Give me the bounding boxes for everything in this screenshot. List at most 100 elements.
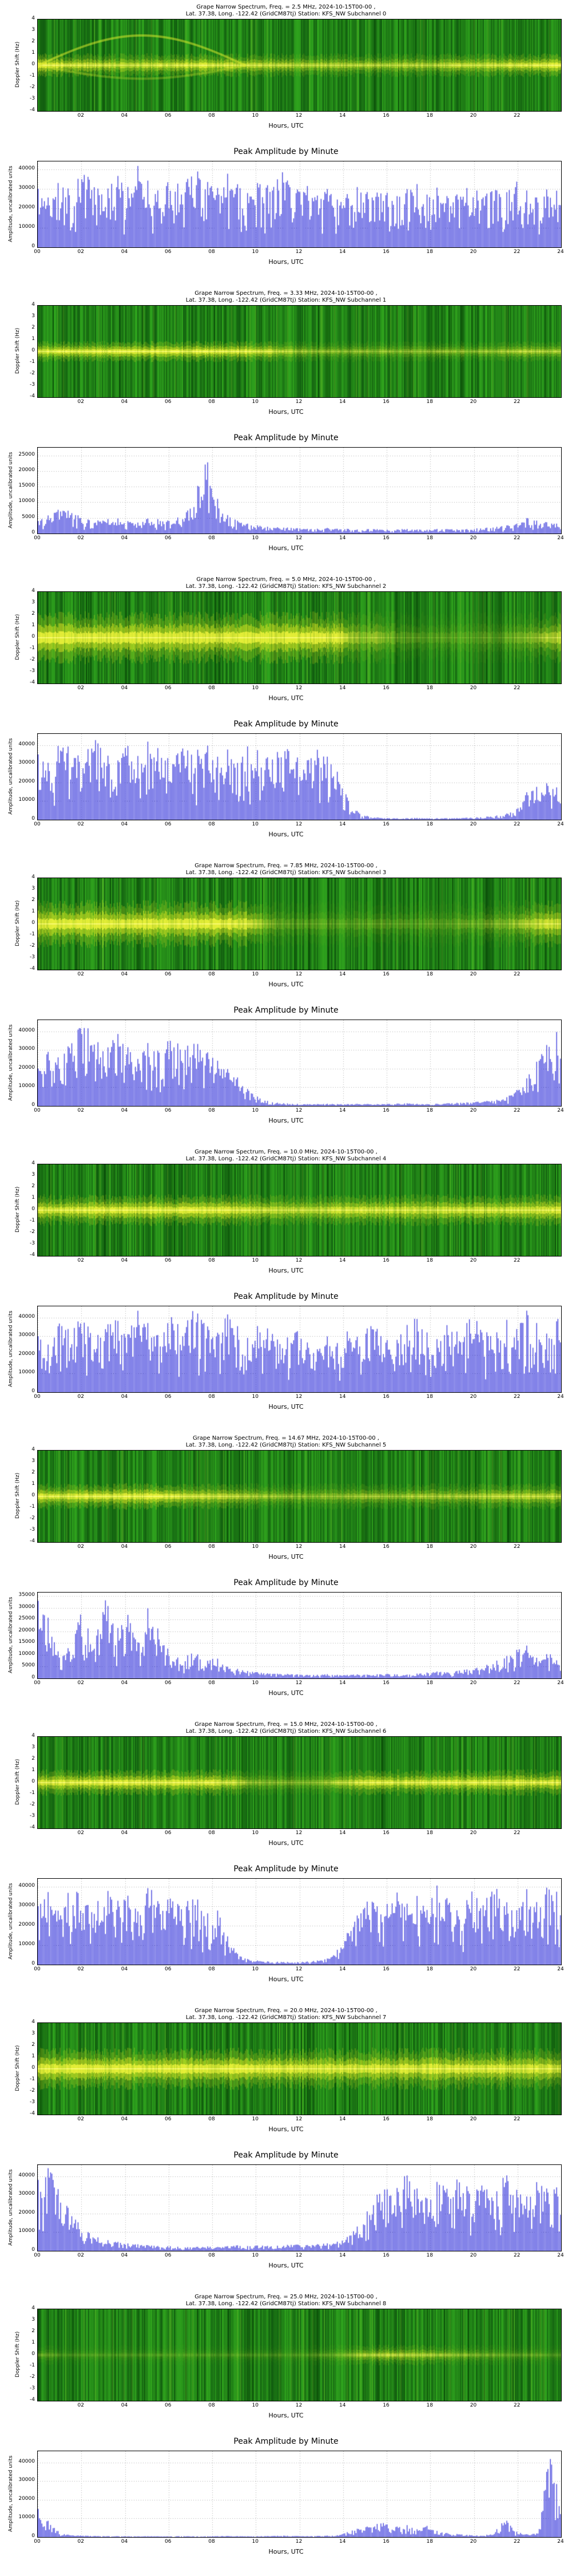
x-tick-label: 14 — [339, 2403, 346, 2408]
chart-title-line1: Grape Narrow Spectrum, Freq. = 15.0 MHz,… — [194, 1721, 378, 1728]
y-tick-label: 30000 — [18, 760, 35, 766]
x-tick-label: 18 — [426, 249, 433, 255]
x-tick-label: 14 — [339, 1680, 346, 1686]
y-tick-label: -4 — [30, 966, 35, 971]
y-tick-label: 1 — [31, 1481, 35, 1487]
y-tick-label: 20000 — [18, 2209, 35, 2215]
y-tick-label: -3 — [30, 668, 35, 674]
bar-chart-canvas — [37, 733, 562, 820]
x-tick-label: 12 — [295, 1966, 303, 1972]
y-tick-label: 1 — [31, 1195, 35, 1200]
x-tick-label: 10 — [252, 113, 259, 118]
chart-title: Grape Narrow Spectrum, Freq. = 2.5 MHz, … — [0, 4, 572, 18]
spectrogram-figure: Grape Narrow Spectrum, Freq. = 5.0 MHz, … — [0, 572, 572, 716]
x-tick-label: 02 — [77, 1830, 84, 1836]
x-tick-label: 14 — [339, 249, 346, 255]
chart-title-line1: Grape Narrow Spectrum, Freq. = 5.0 MHz, … — [196, 576, 376, 583]
x-tick-label: 04 — [121, 535, 128, 541]
x-tick-label: 22 — [514, 1680, 521, 1686]
chart-title: Grape Narrow Spectrum, Freq. = 7.85 MHz,… — [0, 863, 572, 876]
x-tick-label: 12 — [295, 685, 303, 691]
chart-title-line1: Grape Narrow Spectrum, Freq. = 2.5 MHz, … — [196, 4, 376, 10]
y-tick-label: -2 — [30, 1229, 35, 1235]
x-tick-label: 22 — [514, 113, 521, 118]
y-tick-label: 4 — [31, 588, 35, 594]
y-tick-label: 1 — [31, 1767, 35, 1773]
x-tick-label: 14 — [339, 685, 346, 691]
x-tick-label: 08 — [208, 1394, 215, 1400]
x-tick-label: 18 — [426, 1394, 433, 1400]
x-tick-label: 16 — [383, 1680, 390, 1686]
x-tick-label: 18 — [426, 685, 433, 691]
x-axis-label: Hours, UTC — [268, 544, 304, 552]
x-tick-label: 20 — [470, 535, 477, 541]
x-tick-label: 10 — [252, 1830, 259, 1836]
x-tick-label: 20 — [470, 1544, 477, 1550]
y-tick-label: 10000 — [18, 1083, 35, 1089]
x-tick-label: 06 — [165, 1108, 172, 1113]
x-tick-label: 08 — [208, 535, 215, 541]
chart-title: Grape Narrow Spectrum, Freq. = 14.67 MHz… — [0, 1435, 572, 1449]
x-tick-label: 12 — [295, 2116, 303, 2122]
x-tick-label: 20 — [470, 113, 477, 118]
x-tick-label: 24 — [557, 1108, 564, 1113]
chart-title: Peak Amplitude by Minute — [233, 1864, 339, 1874]
x-tick-label: 16 — [383, 2253, 390, 2258]
y-tick-label: 2 — [31, 1183, 35, 1189]
y-tick-label: 0 — [31, 1779, 35, 1784]
x-axis-label: Hours, UTC — [268, 1267, 304, 1274]
x-tick-label: 10 — [252, 2116, 259, 2122]
y-tick-label: 40000 — [18, 1027, 35, 1033]
x-tick-label: 04 — [121, 1394, 128, 1400]
x-tick-label: 16 — [383, 2116, 390, 2122]
x-tick-label: 14 — [339, 1108, 346, 1113]
x-tick-label: 06 — [165, 685, 172, 691]
x-tick-label: 24 — [557, 1966, 564, 1972]
spectrogram-canvas — [37, 305, 562, 398]
y-tick-label: 4 — [31, 874, 35, 880]
x-tick-label: 20 — [470, 1108, 477, 1113]
x-tick-label: 16 — [383, 399, 390, 405]
x-tick-label: 22 — [514, 821, 521, 827]
x-tick-label: 20 — [470, 1966, 477, 1972]
y-tick-label: 40000 — [18, 2458, 35, 2464]
x-tick-label: 06 — [165, 1544, 172, 1550]
x-tick-label: 06 — [165, 249, 172, 255]
x-tick-label: 12 — [295, 821, 303, 827]
y-tick-label: 10000 — [18, 1650, 35, 1657]
x-tick-label: 10 — [252, 399, 259, 405]
y-tick-label: 15000 — [18, 483, 35, 489]
y-tick-label: 15000 — [18, 1639, 35, 1645]
chart-title-line1: Grape Narrow Spectrum, Freq. = 7.85 MHz,… — [194, 863, 378, 869]
y-axis-label: Amplitude, uncalibrated units — [8, 452, 14, 528]
y-tick-label: 2 — [31, 611, 35, 617]
bar-chart-figure: Peak Amplitude by Minute Amplitude, unca… — [0, 429, 572, 572]
x-tick-label: 12 — [295, 113, 303, 118]
x-tick-label: 20 — [470, 1830, 477, 1836]
chart-title: Peak Amplitude by Minute — [233, 2437, 339, 2446]
x-tick-label: 00 — [34, 535, 41, 541]
x-tick-label: 20 — [470, 971, 477, 977]
x-tick-label: 16 — [383, 113, 390, 118]
chart-title-line2: Lat. 37.38, Long. -122.42 (GridCM87tj) S… — [185, 870, 387, 876]
x-tick-label: 14 — [339, 1830, 346, 1836]
x-tick-label: 02 — [77, 971, 84, 977]
y-tick-label: 40000 — [18, 1882, 35, 1888]
chart-title: Peak Amplitude by Minute — [233, 433, 339, 442]
bar-chart-canvas — [37, 161, 562, 248]
y-tick-label: 3 — [31, 27, 35, 33]
y-tick-label: -1 — [30, 931, 35, 937]
x-tick-label: 08 — [208, 1966, 215, 1972]
x-tick-label: 22 — [514, 1108, 521, 1113]
x-tick-label: 02 — [77, 2253, 84, 2258]
y-tick-label: 1 — [31, 622, 35, 628]
chart-title: Peak Amplitude by Minute — [233, 147, 339, 156]
y-tick-label: -3 — [30, 1527, 35, 1532]
y-tick-label: 1 — [31, 50, 35, 56]
x-tick-label: 22 — [514, 1394, 521, 1400]
x-tick-label: 16 — [383, 1108, 390, 1113]
spectrogram-figure: Grape Narrow Spectrum, Freq. = 3.33 MHz,… — [0, 286, 572, 429]
y-tick-label: 10000 — [18, 1369, 35, 1376]
chart-title-line2: Lat. 37.38, Long. -122.42 (GridCM87tj) S… — [185, 1728, 387, 1735]
x-tick-label: 04 — [121, 821, 128, 827]
